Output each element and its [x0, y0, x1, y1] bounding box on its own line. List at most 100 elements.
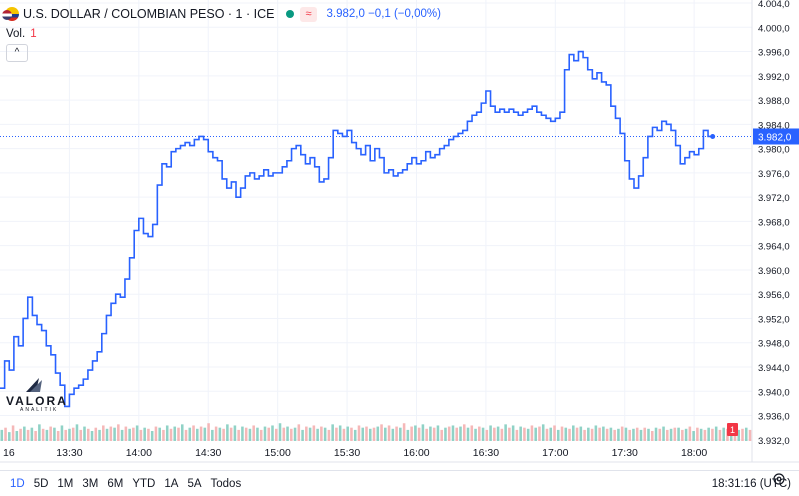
volume-bar: [11, 425, 15, 441]
volume-bar: [286, 426, 289, 441]
volume-bar: [233, 425, 237, 441]
price-change: −0,1 (−0,00%): [368, 8, 441, 20]
volume-bar: [504, 424, 507, 441]
volume-bar: [312, 425, 316, 441]
last-price: 3.982,0: [326, 8, 365, 20]
volume-bar: [75, 424, 79, 441]
volume-bar: [154, 426, 158, 441]
volume-bar: [342, 428, 346, 441]
range-ytd[interactable]: YTD: [132, 477, 156, 490]
price-chart[interactable]: 1 3.932,03.936,03.940,03.944,03.948,03.9…: [0, 0, 799, 470]
volume-bar: [538, 426, 541, 441]
range-6m[interactable]: 6M: [107, 477, 124, 490]
y-tick-label: 3.980,0: [758, 145, 790, 156]
volume-bar: [83, 426, 86, 441]
volume-bar: [575, 427, 579, 441]
volume-bar: [703, 429, 707, 441]
chevron-up-icon: ^: [14, 47, 20, 58]
clock-readout[interactable]: 18:31:16 (UTC): [711, 477, 791, 490]
volume-bar: [485, 429, 489, 441]
volume-bar: [549, 427, 553, 441]
volume-bar: [4, 427, 7, 441]
collapse-legend-button[interactable]: ^: [6, 44, 28, 62]
volume-bar: [150, 431, 154, 441]
volume-bar: [226, 424, 229, 441]
volume-bar: [323, 427, 327, 441]
volume-bar: [320, 426, 323, 441]
range-1a[interactable]: 1A: [164, 477, 179, 490]
volume-bar: [207, 423, 210, 441]
volume-bar: [421, 424, 425, 441]
volume-bar: [462, 424, 466, 441]
volume-bar: [98, 429, 101, 441]
volume-bar: [297, 424, 301, 441]
volume-bar: [737, 429, 741, 441]
range-1d[interactable]: 1D: [10, 477, 25, 490]
volume-bar: [26, 429, 30, 441]
x-tick-label: 16: [3, 447, 15, 459]
symbol-header: U.S. DOLLAR / COLOMBIAN PESO · 1 · ICE ≈…: [0, 4, 441, 24]
volume-bar: [53, 427, 56, 441]
volume-bar: [301, 429, 304, 441]
y-tick-label: 3.996,0: [758, 48, 790, 59]
range-3m[interactable]: 3M: [82, 477, 99, 490]
volume-bar: [109, 426, 113, 441]
volume-bar: [259, 429, 263, 441]
volume-bar: [147, 428, 150, 441]
volume-bar: [263, 426, 267, 441]
volume-bar: [387, 425, 391, 441]
volume-bar: [714, 426, 718, 441]
volume-bar: [451, 425, 455, 441]
volume-bar: [478, 426, 481, 441]
volume-bar: [293, 427, 297, 441]
volume-bar: [350, 427, 353, 441]
volume-bar: [211, 429, 214, 441]
y-tick-label: 4.000,0: [758, 23, 790, 34]
volume-bar: [271, 425, 274, 441]
volume-bar: [432, 427, 436, 441]
volume-bar: [368, 428, 372, 441]
volume-bar: [158, 427, 161, 441]
volume-bar: [447, 426, 451, 441]
symbol-title[interactable]: U.S. DOLLAR / COLOMBIAN PESO · 1 · ICE: [23, 7, 275, 21]
price-line[interactable]: [0, 50, 713, 408]
range-5a[interactable]: 5A: [187, 477, 202, 490]
volume-bar: [526, 428, 530, 441]
volume-bar: [635, 427, 639, 441]
range-todos[interactable]: Todos: [210, 477, 242, 490]
volume-bar: [376, 426, 380, 441]
volume-bar: [335, 427, 338, 441]
volume-bar: [244, 427, 248, 441]
volume-bar: [308, 427, 312, 441]
gear-icon[interactable]: [772, 472, 786, 486]
last-price-marker: [710, 133, 716, 139]
volume-bar: [470, 425, 474, 441]
volume-bar: [534, 427, 537, 441]
volume-bar: [666, 429, 669, 441]
volume-bar: [282, 427, 286, 441]
volume-bar: [613, 429, 616, 441]
range-1m[interactable]: 1M: [57, 477, 74, 490]
x-tick-label: 15:30: [334, 447, 360, 459]
volume-bar: [609, 427, 613, 441]
volume-bar: [508, 427, 511, 441]
range-5d[interactable]: 5D: [33, 477, 49, 490]
y-tick-label: 3.944,0: [758, 363, 790, 374]
approx-badge[interactable]: ≈: [300, 6, 317, 22]
volume-bar: [748, 429, 752, 441]
volume-bar: [94, 427, 98, 441]
volume-bar: [647, 428, 650, 441]
volume-bar: [681, 429, 684, 441]
volume-bar: [530, 425, 534, 441]
volume-bar: [481, 427, 485, 441]
volume-bar: [105, 428, 109, 441]
market-status-dot-icon[interactable]: [286, 10, 295, 18]
volume-bar: [19, 428, 22, 441]
currency-flags-icon: [2, 7, 19, 21]
volume-bar: [628, 429, 631, 441]
volume-bar: [410, 426, 413, 441]
volume-badge-bg: [727, 423, 738, 436]
volume-bar: [402, 423, 406, 441]
volume-bar: [624, 427, 628, 441]
